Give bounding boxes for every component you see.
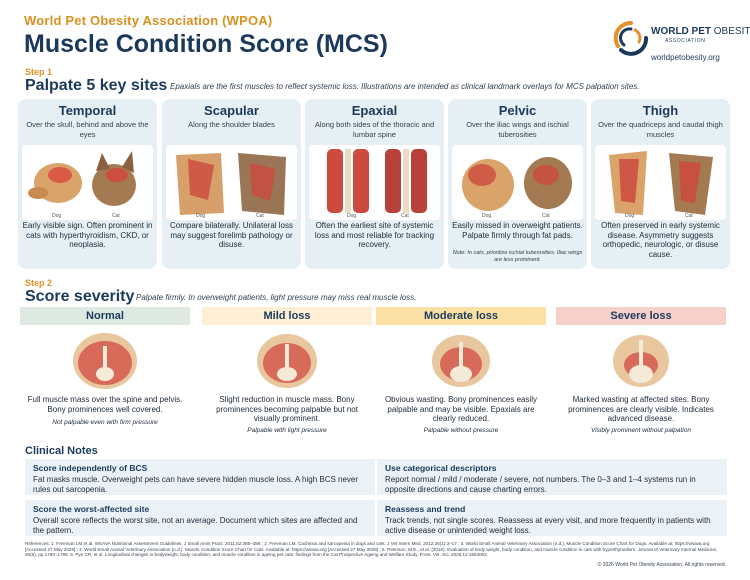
severity-title: Moderate loss xyxy=(376,307,546,325)
site-name: Scapular xyxy=(204,103,259,118)
spine-muscles-icon xyxy=(327,149,427,213)
severity-description: Slight reduction in muscle mass. Bony pr… xyxy=(216,395,358,423)
site-location: Over the skull, behind and above the eye… xyxy=(26,120,149,139)
epaxial-illustration: Dog Cat xyxy=(309,145,440,220)
note-body: Track trends, not single scores. Reasses… xyxy=(385,516,711,535)
note-body: Overall score reflects the worst site, n… xyxy=(33,516,358,535)
severity-moderate: Moderate loss Obvious wasting. Bony prom… xyxy=(376,307,546,441)
pelvis-icon xyxy=(462,157,572,211)
site-description: Often the earliest site of systemic loss… xyxy=(314,221,435,249)
severity-criterion: Not palpable even with firm pressure xyxy=(52,419,158,426)
site-location: Over the quadriceps and caudal thigh mus… xyxy=(598,120,723,139)
severity-title: Normal xyxy=(20,307,190,325)
site-location: Over the iliac wings and ischial tuberos… xyxy=(466,120,569,139)
copyright: © 2026 World Pet Obesity Association. Al… xyxy=(597,562,726,568)
cat-caption: Cat xyxy=(112,213,120,219)
severity-title: Mild loss xyxy=(202,307,372,325)
site-location: Along both sides of the thoracic and lum… xyxy=(314,120,435,139)
note-body: Report normal / mild / moderate / severe… xyxy=(385,475,696,494)
logo-wordmark-bold: WORLD PET xyxy=(651,26,711,37)
references: References: 1. Freeman LM et al. WSAVA N… xyxy=(25,541,718,558)
organization-name: World Pet Obesity Association (WPOA) xyxy=(24,13,273,28)
clinical-note-bcs: Score independently of BCS Fat masks mus… xyxy=(25,459,375,495)
step1-label: Step 1 xyxy=(25,67,53,77)
cross-section-moderate-icon xyxy=(432,335,490,387)
page-title: Muscle Condition Score (MCS) xyxy=(24,30,388,58)
site-location: Along the shoulder blades xyxy=(188,120,275,129)
logo-subtitle: ASSOCIATION xyxy=(665,38,706,44)
wpoa-logo[interactable]: WORLD PET OBESITY ASSOCIATION worldpetob… xyxy=(613,20,750,68)
cat-caption: Cat xyxy=(685,213,693,219)
step2-note: Palpate firmly. In overweight patients, … xyxy=(136,293,417,302)
site-name: Pelvic xyxy=(498,103,537,118)
severity-normal: Normal Full muscle mass over the spine a… xyxy=(20,307,190,441)
dog-caption: Dog xyxy=(52,213,62,219)
dog-caption: Dog xyxy=(347,213,357,219)
site-description: Easily missed in overweight patients. Pa… xyxy=(452,221,583,240)
severity-criterion: Visibly prominent without palpation xyxy=(591,427,691,434)
site-name: Epaxial xyxy=(351,103,398,118)
site-card-pelvic: Pelvic Over the iliac wings and ischial … xyxy=(448,99,587,269)
note-title: Score the worst-affected site xyxy=(33,504,150,514)
logo-wordmark-rest: OBESITY xyxy=(713,26,750,37)
severity-criterion: Palpable with light pressure xyxy=(247,427,327,434)
scapular-illustration: Dog Cat xyxy=(166,145,297,220)
severity-description: Full muscle mass over the spine and pelv… xyxy=(27,395,183,414)
cross-section-severe-icon xyxy=(613,335,669,387)
temporal-illustration: Dog Cat xyxy=(22,145,153,220)
clinical-note-descriptors: Use categorical descriptors Report norma… xyxy=(377,459,727,495)
severity-description: Obvious wasting. Bony prominences easily… xyxy=(384,395,538,423)
severity-criterion: Palpable without pressure xyxy=(423,427,499,434)
site-card-epaxial: Epaxial Along both sides of the thoracic… xyxy=(305,99,444,269)
severity-description: Marked wasting at affected sites. Bony p… xyxy=(568,395,714,423)
logo-wordmark: WORLD PET OBESITY xyxy=(651,26,750,37)
severity-mild: Mild loss Slight reduction in muscle mas… xyxy=(202,307,372,441)
site-card-thigh: Thigh Over the quadriceps and caudal thi… xyxy=(591,99,730,269)
note-title: Score independently of BCS xyxy=(33,463,148,473)
dog-cat-head-icon xyxy=(28,151,136,206)
cross-section-mild-icon xyxy=(257,334,317,388)
step2-title: Score severity xyxy=(25,288,135,305)
site-card-temporal: Temporal Over the skull, behind and abov… xyxy=(18,99,157,269)
site-card-scapular: Scapular Along the shoulder blades Dog C… xyxy=(162,99,301,269)
severity-title: Severe loss xyxy=(556,307,726,325)
clinical-note-worst-site: Score the worst-affected site Overall sc… xyxy=(25,500,375,536)
site-name: Temporal xyxy=(58,103,117,118)
note-title: Reassess and trend xyxy=(385,504,466,514)
note-body: Fat masks muscle. Overweight pets can ha… xyxy=(33,475,359,494)
site-note: Note: In cats, prioritize ischial tubero… xyxy=(452,250,583,263)
note-title: Use categorical descriptors xyxy=(385,463,497,473)
step1-note: Epaxials are the first muscles to reflec… xyxy=(170,82,640,91)
step1-title: Palpate 5 key sites xyxy=(25,77,168,94)
shoulder-muscles-icon xyxy=(176,153,286,215)
cross-section-normal-icon xyxy=(73,333,137,389)
clinical-note-reassess: Reassess and trend Track trends, not sin… xyxy=(377,500,727,536)
dog-caption: Dog xyxy=(482,213,492,219)
site-description: Compare bilaterally. Unilateral loss may… xyxy=(169,221,293,249)
site-description: Early visible sign. Often prominent in c… xyxy=(22,221,153,249)
severity-severe: Severe loss Marked wasting at affected s… xyxy=(556,307,726,441)
site-name: Thigh xyxy=(642,103,679,118)
cat-caption: Cat xyxy=(256,213,264,219)
thigh-muscles-icon xyxy=(609,151,713,215)
clinical-notes-title: Clinical Notes xyxy=(25,445,98,457)
pelvic-illustration: Dog Cat xyxy=(452,145,583,220)
dog-caption: Dog xyxy=(625,213,635,219)
cat-caption: Cat xyxy=(401,213,409,219)
dog-caption: Dog xyxy=(196,213,206,219)
cat-caption: Cat xyxy=(542,213,550,219)
logo-url: worldpetobesity.org xyxy=(651,53,720,62)
thigh-illustration: Dog Cat xyxy=(595,145,726,220)
logo-ring-icon xyxy=(613,20,648,56)
site-description: Often preserved in early systemic diseas… xyxy=(601,221,720,259)
step2-label: Step 2 xyxy=(25,278,53,288)
